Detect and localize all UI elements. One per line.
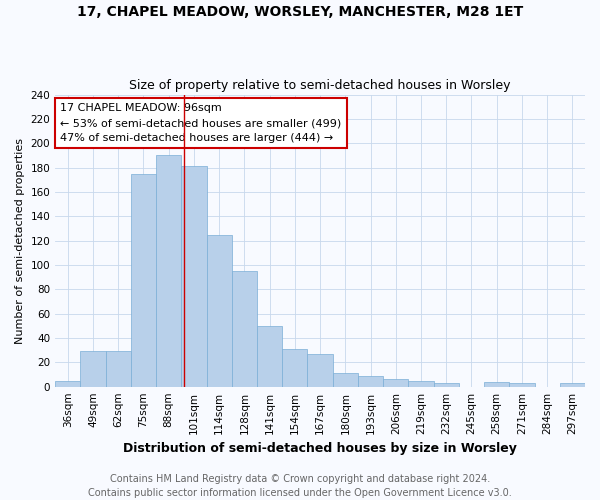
Bar [509,383,535,386]
Bar [560,383,585,386]
Bar [434,383,459,386]
Bar [332,374,358,386]
Bar [80,352,106,386]
X-axis label: Distribution of semi-detached houses by size in Worsley: Distribution of semi-detached houses by … [123,442,517,455]
Text: 17 CHAPEL MEADOW: 96sqm
← 53% of semi-detached houses are smaller (499)
47% of s: 17 CHAPEL MEADOW: 96sqm ← 53% of semi-de… [61,104,342,143]
Bar [358,376,383,386]
Bar [307,354,332,386]
Bar [409,380,434,386]
Bar [383,380,409,386]
Bar [181,166,206,386]
Bar [55,380,80,386]
Text: 17, CHAPEL MEADOW, WORSLEY, MANCHESTER, M28 1ET: 17, CHAPEL MEADOW, WORSLEY, MANCHESTER, … [77,5,523,19]
Title: Size of property relative to semi-detached houses in Worsley: Size of property relative to semi-detach… [130,79,511,92]
Bar [232,271,257,386]
Bar [257,326,282,386]
Y-axis label: Number of semi-detached properties: Number of semi-detached properties [15,138,25,344]
Bar [106,352,131,386]
Bar [484,382,509,386]
Bar [206,234,232,386]
Text: Contains HM Land Registry data © Crown copyright and database right 2024.
Contai: Contains HM Land Registry data © Crown c… [88,474,512,498]
Bar [282,349,307,387]
Bar [131,174,156,386]
Bar [156,156,181,386]
